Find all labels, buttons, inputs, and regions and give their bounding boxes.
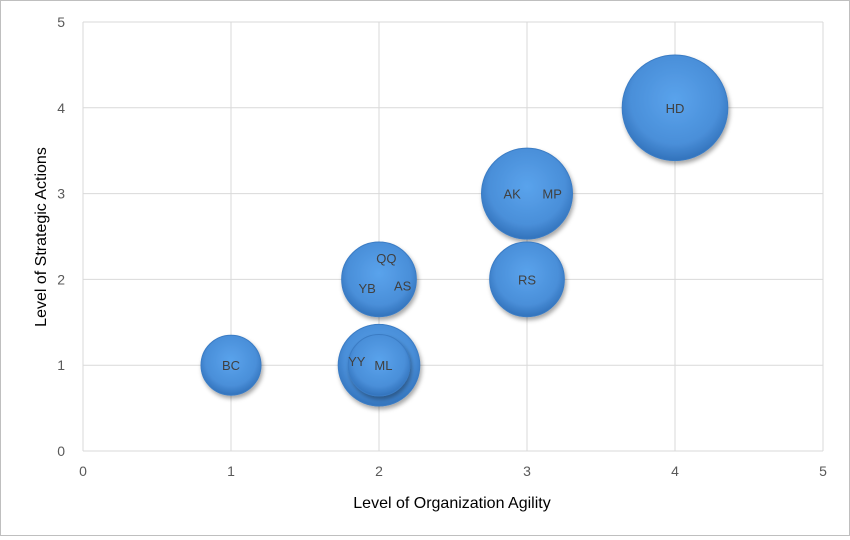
bubble <box>489 241 565 318</box>
gridlines <box>82 21 824 452</box>
bubble-label: YY <box>348 354 366 369</box>
y-tick-label: 3 <box>57 186 65 202</box>
bubble <box>347 333 411 397</box>
x-axis-title: Level of Organization Agility <box>353 495 550 512</box>
x-tick-label: 0 <box>79 463 87 479</box>
x-tick-label: 1 <box>227 463 235 479</box>
bubble-label: HD <box>666 101 685 116</box>
bubble-label: YB <box>358 281 375 296</box>
x-tick-label: 4 <box>671 463 679 479</box>
bubble-label: BC <box>222 358 240 373</box>
bubble <box>481 147 573 240</box>
y-tick-label: 0 <box>57 443 65 459</box>
bubble-label: AK <box>504 187 522 202</box>
y-tick-label: 1 <box>57 357 65 373</box>
bubble <box>621 54 729 162</box>
y-tick-label: 4 <box>57 100 65 116</box>
bubble-label: QQ <box>376 251 396 266</box>
bubbles <box>200 54 729 407</box>
bubble <box>200 334 262 396</box>
bubble-label: AS <box>394 278 412 293</box>
bubble-label: RS <box>518 272 536 287</box>
y-axis-title: Level of Strategic Actions <box>33 147 50 327</box>
y-tick-label: 5 <box>57 14 65 30</box>
bubble <box>341 241 417 318</box>
x-tick-label: 2 <box>375 463 383 479</box>
y-tick-label: 2 <box>57 271 65 287</box>
tick-labels: 0 1 2 3 4 5 0 1 2 3 4 5 <box>57 14 827 479</box>
x-tick-label: 5 <box>819 463 827 479</box>
x-tick-label: 3 <box>523 463 531 479</box>
bubble-label: ML <box>374 358 392 373</box>
bubble-label: MP <box>542 187 562 202</box>
